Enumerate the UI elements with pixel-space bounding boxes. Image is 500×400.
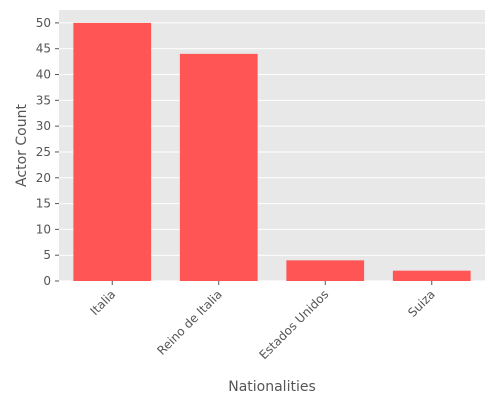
x-tick-label: Reino de Italia — [154, 287, 225, 358]
y-tick-label: 45 — [36, 42, 51, 56]
y-axis-ticks: 0 5 10 15 20 25 30 35 40 45 50 — [36, 16, 59, 288]
y-tick-label: 10 — [36, 222, 51, 236]
x-axis-ticks: Italia Reino de Italia Estados Unidos Suiza — [88, 281, 438, 362]
y-tick-label: 30 — [36, 119, 51, 133]
x-tick-label: Estados Unidos — [257, 287, 332, 362]
y-tick-label: 25 — [36, 145, 51, 159]
y-tick-label: 20 — [36, 171, 51, 185]
bar-reino-de-italia — [179, 53, 258, 281]
y-tick-label: 0 — [43, 274, 51, 288]
y-tick-label: 40 — [36, 68, 51, 82]
bar-estados-unidos — [286, 260, 365, 281]
x-tick-label: Suiza — [405, 287, 438, 320]
bars — [73, 22, 471, 282]
bar-italia — [73, 22, 152, 282]
y-tick-label: 5 — [43, 248, 51, 262]
bar-suiza — [392, 270, 471, 281]
x-tick-label: Italia — [88, 287, 119, 318]
y-tick-label: 35 — [36, 93, 51, 107]
y-tick-label: 15 — [36, 197, 51, 211]
x-axis-title: Nationalities — [228, 379, 316, 395]
y-tick-label: 50 — [36, 16, 51, 30]
y-axis-title: Actor Count — [14, 104, 30, 187]
